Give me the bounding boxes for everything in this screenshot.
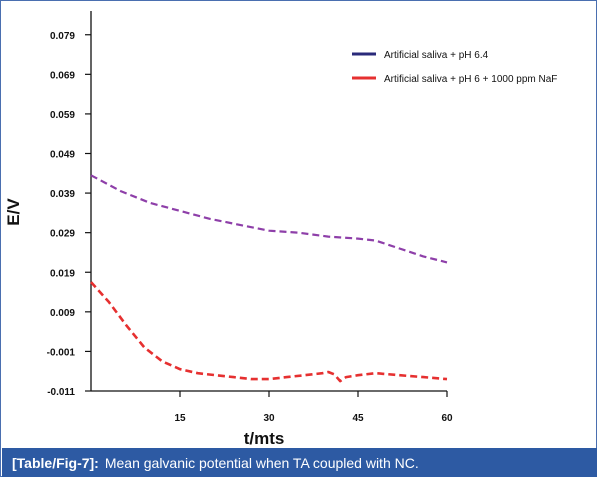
y-tick-label: 0.039 [50, 189, 75, 200]
y-axis-title: E/V [4, 198, 23, 226]
x-axis-title: t/mts [244, 429, 285, 448]
series-line-2 [90, 281, 448, 383]
y-tick-label: 0.049 [50, 150, 75, 161]
legend: Artificial saliva + pH 6.4 Artificial sal… [352, 50, 557, 85]
y-tick-label: 0.019 [50, 268, 75, 279]
legend-label: Artificial saliva + pH 6.4 [384, 50, 489, 61]
caption-text: Mean galvanic potential when TA coupled … [104, 454, 419, 471]
caption-label: [Table/Fig-7]: [12, 454, 99, 471]
figure-caption: [Table/Fig-7]: Mean galvanic potential w… [2, 448, 597, 477]
axes: 0.079 0.069 0.059 0.049 0.039 0.029 0.019 0.009… [47, 11, 453, 424]
y-tick-label: 0.069 [50, 70, 75, 81]
y-tick-label: 0.009 [50, 308, 75, 319]
line-chart: 0.079 0.069 0.059 0.049 0.039 0.029 0.019 0.009… [4, 11, 557, 448]
chart-area: 0.079 0.069 0.059 0.049 0.039 0.029 0.019 0.009… [1, 1, 598, 448]
x-tick-label: 60 [441, 413, 453, 424]
y-tick-label: -0.001 [47, 347, 76, 358]
series-line-1 [90, 174, 448, 264]
x-tick-label: 45 [352, 413, 364, 424]
y-tick-label: -0.011 [47, 387, 75, 398]
y-tick-label: 0.079 [50, 31, 75, 42]
y-tick-label: 0.029 [50, 229, 75, 240]
x-tick-label: 30 [263, 413, 275, 424]
series-lines [90, 174, 448, 383]
legend-label: Artificial saliva + pH 6 + 1000 ppm NaF [384, 74, 557, 85]
y-tick-label: 0.059 [50, 110, 75, 121]
x-tick-label: 15 [174, 413, 186, 424]
